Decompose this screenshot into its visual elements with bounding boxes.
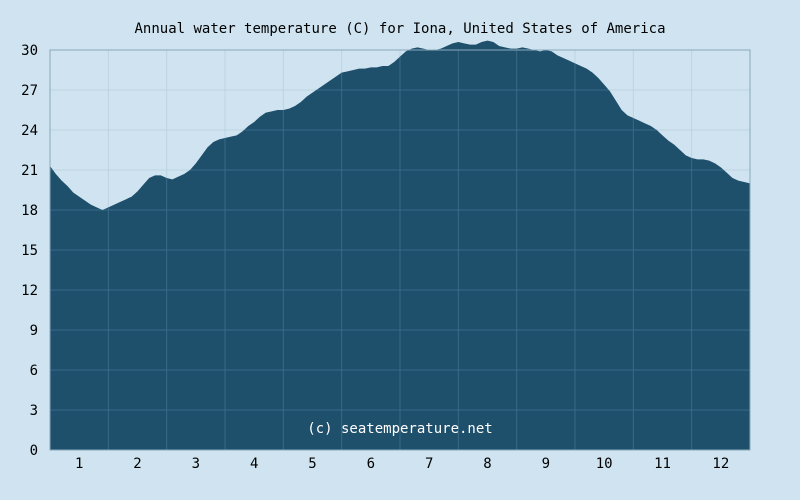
plot-border [49,49,751,451]
y-tick-label: 18 [21,203,38,219]
y-tick-label: 6 [30,363,38,379]
y-tick-label: 0 [30,443,38,459]
x-tick-label: 5 [308,456,316,472]
y-tick-label: 30 [21,43,38,59]
x-tick-label: 7 [425,456,433,472]
y-tick-label: 9 [30,323,38,339]
watermark: (c) seatemperature.net [307,421,492,437]
x-tick-label: 3 [192,456,200,472]
x-tick-label: 6 [367,456,375,472]
x-tick-label: 8 [483,456,491,472]
x-tick-label: 10 [596,456,613,472]
x-tick-label: 9 [542,456,550,472]
y-tick-label: 15 [21,243,38,259]
x-tick-label: 2 [133,456,141,472]
y-tick-label: 21 [21,163,38,179]
y-tick-label: 27 [21,83,38,99]
y-tick-label: 12 [21,283,38,299]
y-tick-labels: 0 3 6 9 12 15 18 21 24 27 30 [21,43,38,459]
x-tick-label: 1 [75,456,83,472]
chart-title: Annual water temperature (C) for Iona, U… [134,21,665,37]
x-tick-label: 11 [654,456,671,472]
x-tick-label: 4 [250,456,258,472]
y-tick-label: 24 [21,123,38,139]
y-tick-label: 3 [30,403,38,419]
x-tick-labels: 1 2 3 4 5 6 7 8 9 10 11 12 [75,456,729,472]
x-tick-label: 12 [712,456,729,472]
